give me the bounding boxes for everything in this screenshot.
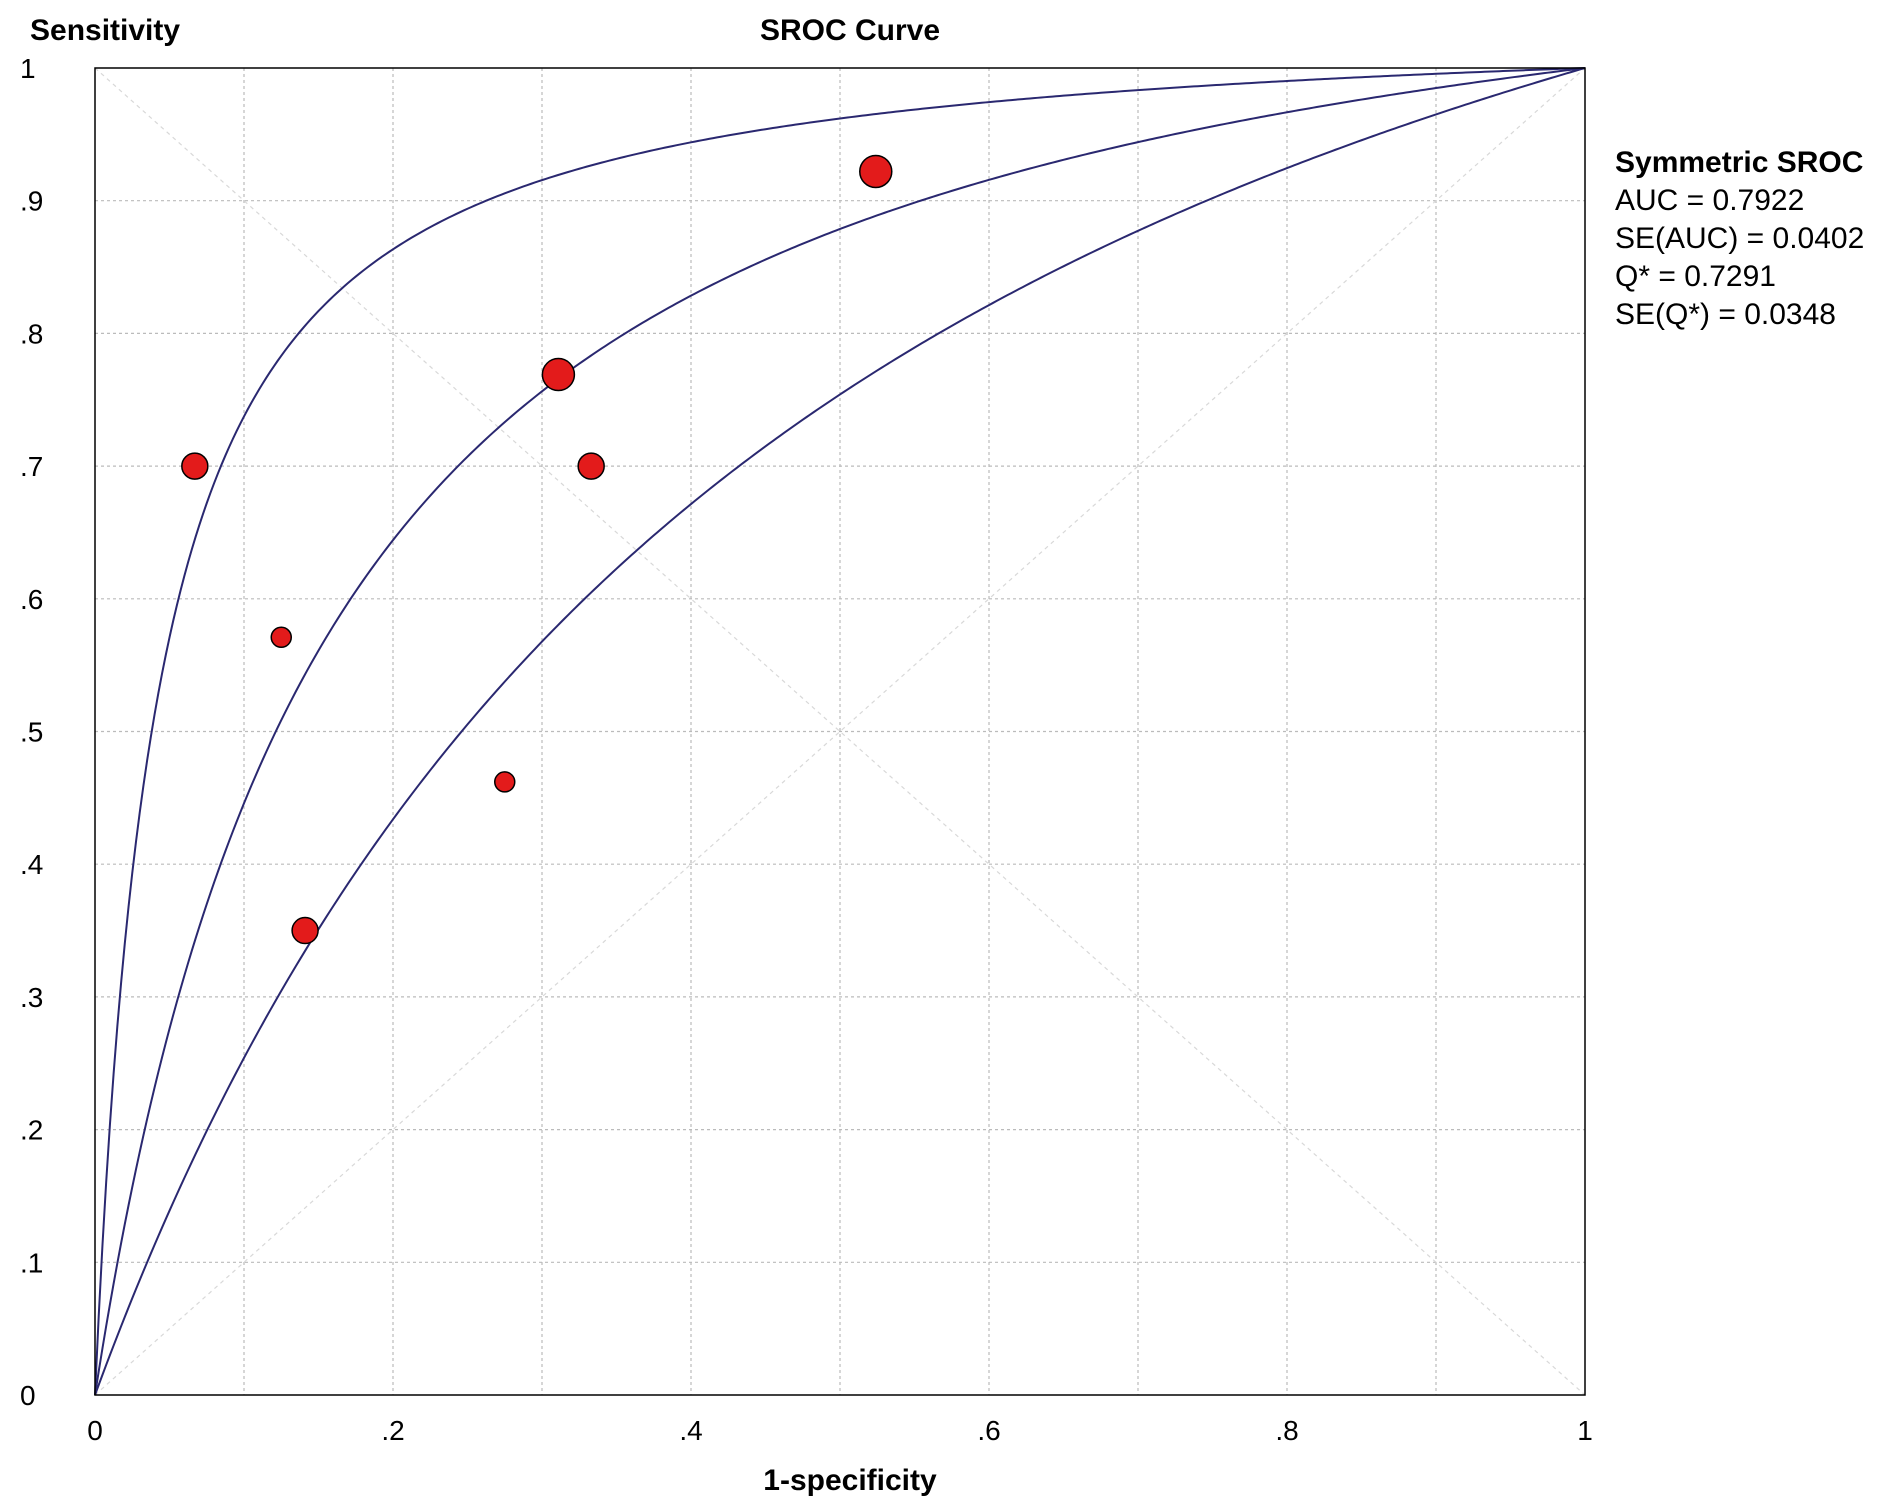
y-tick-label: 0 bbox=[20, 1380, 36, 1411]
study-point bbox=[541, 357, 576, 392]
y-tick-label: .1 bbox=[20, 1247, 43, 1278]
y-tick-label: .3 bbox=[20, 982, 43, 1013]
study-point bbox=[494, 771, 516, 793]
study-point bbox=[291, 916, 319, 945]
stats-title: Symmetric SROC bbox=[1615, 146, 1864, 179]
sroc-curve-sroc bbox=[94, 67, 1586, 1396]
grid bbox=[95, 68, 1585, 1395]
x-tick-label: 1 bbox=[1577, 1415, 1593, 1446]
y-tick-label: .6 bbox=[20, 584, 43, 615]
chart-title: SROC Curve bbox=[760, 14, 940, 47]
y-tick-label: .2 bbox=[20, 1115, 43, 1146]
study-point bbox=[270, 626, 292, 649]
y-tick-label: .5 bbox=[20, 717, 43, 748]
sroc-curve-lower bbox=[94, 67, 1586, 1396]
study-point bbox=[859, 154, 893, 189]
stats-se-q-star: SE(Q*) = 0.0348 bbox=[1615, 298, 1836, 331]
stats-auc: AUC = 0.7922 bbox=[1615, 184, 1805, 217]
study-point bbox=[577, 452, 605, 480]
x-tick-label: 0 bbox=[87, 1415, 103, 1446]
sroc-curves bbox=[94, 67, 1586, 1396]
summary-statistics: Symmetric SROC AUC = 0.7922 SE(AUC) = 0.… bbox=[1615, 144, 1864, 334]
tick-labels: 0 .2 .4 .6 .8 1 0 .1 .2 .3 .4 .5 .6 .7 .8 .9 1 bbox=[20, 53, 1593, 1446]
y-tick-label: .4 bbox=[20, 849, 43, 880]
x-tick-label: .2 bbox=[381, 1415, 404, 1446]
x-tick-label: .8 bbox=[1275, 1415, 1298, 1446]
sroc-curve-upper bbox=[94, 67, 1586, 1396]
y-tick-label: .9 bbox=[20, 186, 43, 217]
stats-se-auc: SE(AUC) = 0.0402 bbox=[1615, 222, 1865, 255]
x-tick-label: .4 bbox=[679, 1415, 702, 1446]
y-tick-label: .7 bbox=[20, 451, 43, 482]
study-points bbox=[181, 154, 893, 945]
y-axis-title: Sensitivity bbox=[30, 14, 180, 47]
x-tick-label: .6 bbox=[977, 1415, 1000, 1446]
plot-frame bbox=[94, 67, 1586, 1396]
stats-q-star: Q* = 0.7291 bbox=[1615, 260, 1776, 293]
x-axis-title: 1-specificity bbox=[763, 1464, 937, 1497]
y-tick-label: .8 bbox=[20, 318, 43, 349]
study-point bbox=[181, 452, 209, 480]
y-tick-label: 1 bbox=[20, 53, 36, 84]
